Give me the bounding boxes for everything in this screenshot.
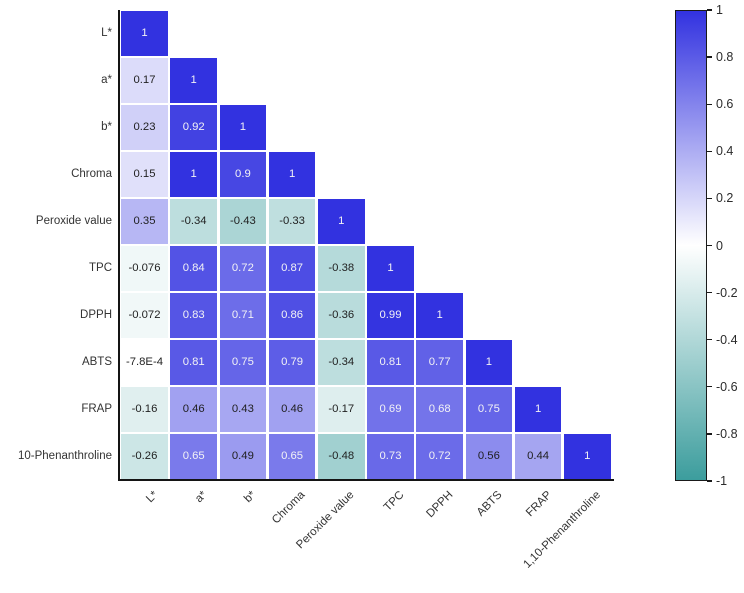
col-label: TPC [381,489,407,514]
colorbar-tick-label: 0.6 [716,97,734,112]
row-label: b* [101,121,112,133]
colorbar-tick [707,291,712,294]
row-label: Chroma [71,168,112,180]
matrix-cell: 0.46 [268,387,316,432]
matrix-cell: 0.99 [367,293,414,338]
colorbar-tick [707,386,712,388]
matrix-cell: 0.72 [219,246,267,291]
matrix-cell: -0.38 [318,246,365,291]
matrix-cell: 0.44 [514,434,562,479]
colorbar-tick [707,480,712,482]
matrix-cell: 0.49 [219,434,267,479]
matrix-cell: 0.9 [219,152,267,197]
matrix-cell: 0.68 [416,387,463,432]
matrix-cell: 1 [416,293,463,338]
y-axis-line [117,10,120,481]
row-label: TPC [89,262,112,274]
matrix-cell: 0.65 [170,434,217,479]
matrix-cell: -7.8E-4 [121,340,168,385]
matrix-cell: -0.33 [268,199,316,244]
matrix-cell: 1 [219,105,267,150]
matrix-cell: -0.36 [318,293,365,338]
matrix-cell: 0.43 [219,387,267,432]
matrix-cell: 0.71 [219,293,267,338]
row-label: DPPH [80,309,112,321]
colorbar-tick [707,244,712,247]
col-label: FRAP [523,489,554,520]
colorbar-tick-label: -0.8 [716,426,738,441]
colorbar-tick [707,9,712,11]
matrix-cell: 1 [367,246,414,291]
matrix-cell: 0.81 [367,340,414,385]
matrix-cell: 0.86 [268,293,316,338]
matrix-cell: 0.92 [170,105,217,150]
col-label: DPPH [424,489,456,521]
matrix-cell: 1 [170,152,217,197]
colorbar-gradient [675,10,707,481]
colorbar-tick [707,150,712,152]
colorbar-tick [707,433,712,435]
matrix-cell: 0.15 [121,152,168,197]
matrix-cell: -0.26 [121,434,168,479]
row-label: Peroxide value [35,215,112,227]
col-label: ABTS [474,489,505,519]
matrix-cell: 0.79 [268,340,316,385]
matrix-cell: -0.34 [318,340,365,385]
colorbar-tick-label: 0 [716,238,723,253]
colorbar-tick-label: -1 [716,474,728,488]
matrix-cell: 0.84 [170,246,217,291]
matrix-cell: 0.46 [170,387,217,432]
matrix-cell: -0.16 [121,387,168,432]
matrix-cell: -0.43 [219,199,267,244]
matrix-cell: 1 [268,152,316,197]
matrix-cell: 1 [465,340,513,385]
colorbar-tick-label: 1 [716,3,723,17]
matrix-cell: 0.56 [465,434,513,479]
colorbar-tick [707,56,712,58]
row-label: FRAP [81,403,112,415]
matrix-cell: 0.23 [121,105,168,150]
matrix-cell: 0.75 [219,340,267,385]
matrix-cell: 0.35 [121,199,168,244]
col-label: a* [193,489,210,506]
row-label: a* [101,74,112,86]
matrix-cell: -0.072 [121,293,168,338]
matrix-cell: 0.69 [367,387,414,432]
matrix-cell: 1 [318,199,365,244]
matrix-cell: -0.17 [318,387,365,432]
colorbar-tick-label: -0.6 [716,379,738,394]
colorbar-tick-label: 0.4 [716,144,734,159]
colorbar-tick [707,197,712,200]
row-label: 10-Phenanthroline [18,450,112,462]
matrix-cell: -0.34 [170,199,217,244]
colorbar-tick-label: 0.8 [716,50,734,65]
colorbar-tick [707,339,712,341]
col-label: L* [143,489,161,506]
matrix-cell: 0.75 [465,387,513,432]
matrix-cell: 1 [170,58,217,103]
matrix-cell: 0.81 [170,340,217,385]
matrix-cell: 0.77 [416,340,463,385]
colorbar-tick-label: 0.2 [716,191,734,206]
matrix-cell: -0.48 [318,434,365,479]
matrix-cell: 0.65 [268,434,316,479]
colorbar-tick-label: -0.4 [716,332,738,347]
col-label: Chroma [270,489,308,527]
col-label: b* [242,489,259,506]
row-label: ABTS [81,356,112,368]
matrix-cell: 1 [564,434,611,479]
x-axis-line [117,478,614,482]
row-label: L* [101,27,112,39]
matrix-cell: 0.87 [268,246,316,291]
matrix-cell: 1 [121,11,168,56]
matrix-cell: 0.73 [367,434,414,479]
matrix-cell: 0.83 [170,293,217,338]
matrix-cell: 1 [514,387,562,432]
matrix-cell: -0.076 [121,246,168,291]
matrix-cell: 0.17 [121,58,168,103]
colorbar-tick [707,103,712,105]
matrix-cell: 0.72 [416,434,463,479]
colorbar-tick-label: -0.2 [716,285,738,300]
